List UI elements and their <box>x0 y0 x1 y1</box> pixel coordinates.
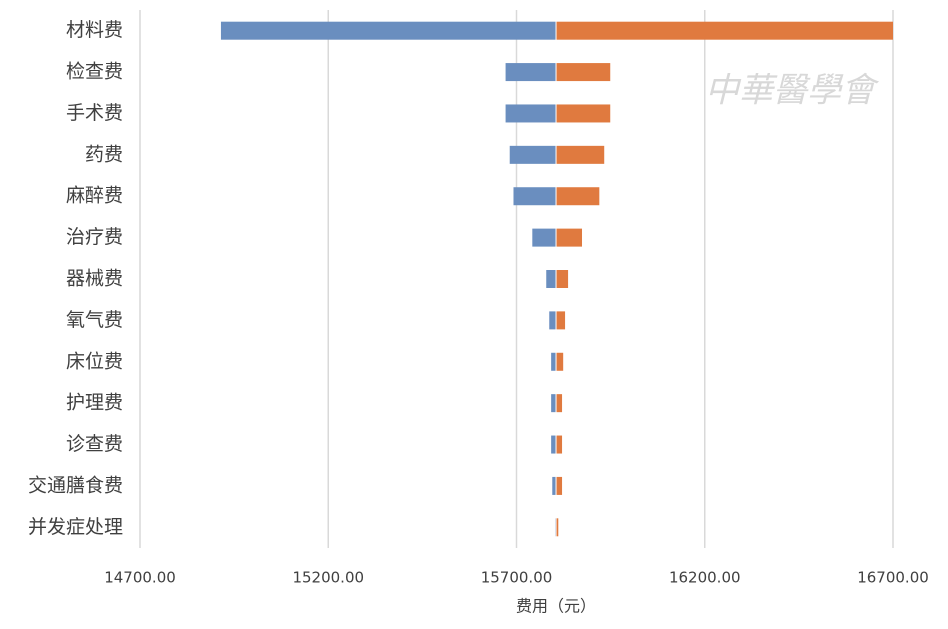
y-tick-label: 治疗费 <box>66 226 123 248</box>
y-tick-label: 交通膳食费 <box>28 474 123 496</box>
y-tick-label: 氧气费 <box>66 309 123 331</box>
x-tick-label: 15200.00 <box>292 569 364 587</box>
x-tick-label: 16700.00 <box>857 569 929 587</box>
bar <box>556 270 569 288</box>
bar <box>556 228 583 247</box>
bar <box>556 21 893 40</box>
bar <box>556 394 563 413</box>
x-tick-label: 16200.00 <box>669 569 741 587</box>
bar <box>532 228 557 247</box>
x-tick-label: 14700.00 <box>104 569 176 587</box>
bar <box>556 476 563 495</box>
bar <box>556 435 563 454</box>
bar <box>556 104 611 123</box>
bar <box>556 145 605 164</box>
bar <box>546 270 557 288</box>
y-tick-label: 并发症处理 <box>28 516 123 538</box>
bar <box>509 145 557 164</box>
bar <box>505 104 557 123</box>
y-tick-label: 检查费 <box>66 61 123 83</box>
bar <box>556 187 600 206</box>
x-axis-title: 费用（元） <box>516 597 596 616</box>
y-tick-label: 诊查费 <box>66 433 123 455</box>
bar <box>556 352 564 371</box>
bar <box>552 476 557 495</box>
bar <box>556 518 559 537</box>
y-tick-label: 手术费 <box>66 102 123 124</box>
bar <box>551 352 557 371</box>
bar <box>551 435 557 454</box>
x-tick-label: 15700.00 <box>481 569 553 587</box>
y-tick-label: 器械费 <box>66 268 123 290</box>
y-tick-label: 材料费 <box>66 19 123 41</box>
y-tick-label: 麻醉费 <box>66 185 123 207</box>
bar <box>556 63 611 82</box>
watermark: 中華醫學會 <box>705 71 880 111</box>
bar <box>505 63 557 82</box>
bar <box>220 21 557 40</box>
bar <box>551 394 557 413</box>
bar <box>556 311 566 330</box>
bar <box>513 187 557 206</box>
y-tick-label: 床位费 <box>66 350 123 372</box>
y-tick-label: 药费 <box>85 143 123 165</box>
y-tick-label: 护理费 <box>66 392 123 414</box>
bar <box>549 311 557 330</box>
